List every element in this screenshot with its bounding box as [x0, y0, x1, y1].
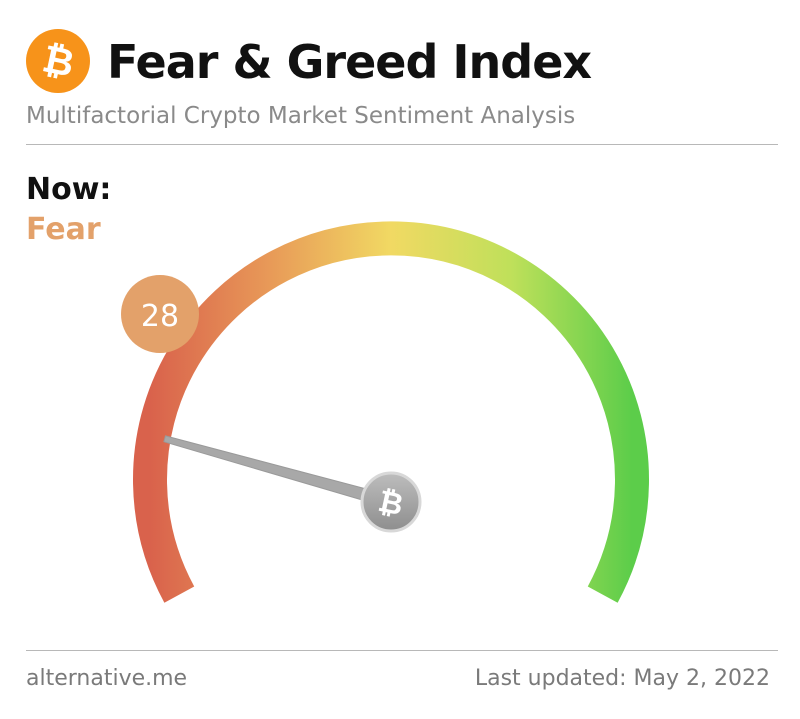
- footer-divider: [26, 650, 778, 651]
- source-link[interactable]: alternative.me: [26, 666, 188, 691]
- now-label: Now:: [26, 172, 112, 207]
- gauge-hub: ₿: [360, 471, 422, 533]
- gauge-value: 28: [141, 299, 179, 334]
- page-title: Fear & Greed Index: [107, 35, 592, 89]
- bitcoin-logo-icon: ₿: [26, 29, 90, 93]
- gauge-arc: [133, 221, 649, 603]
- page-subtitle: Multifactorial Crypto Market Sentiment A…: [26, 103, 576, 129]
- value-bubble: [121, 275, 199, 353]
- now-classification: Fear: [26, 212, 101, 247]
- last-updated: Last updated: May 2, 2022: [474, 666, 770, 691]
- gauge-needle: [163, 435, 376, 504]
- header-divider: [26, 144, 778, 145]
